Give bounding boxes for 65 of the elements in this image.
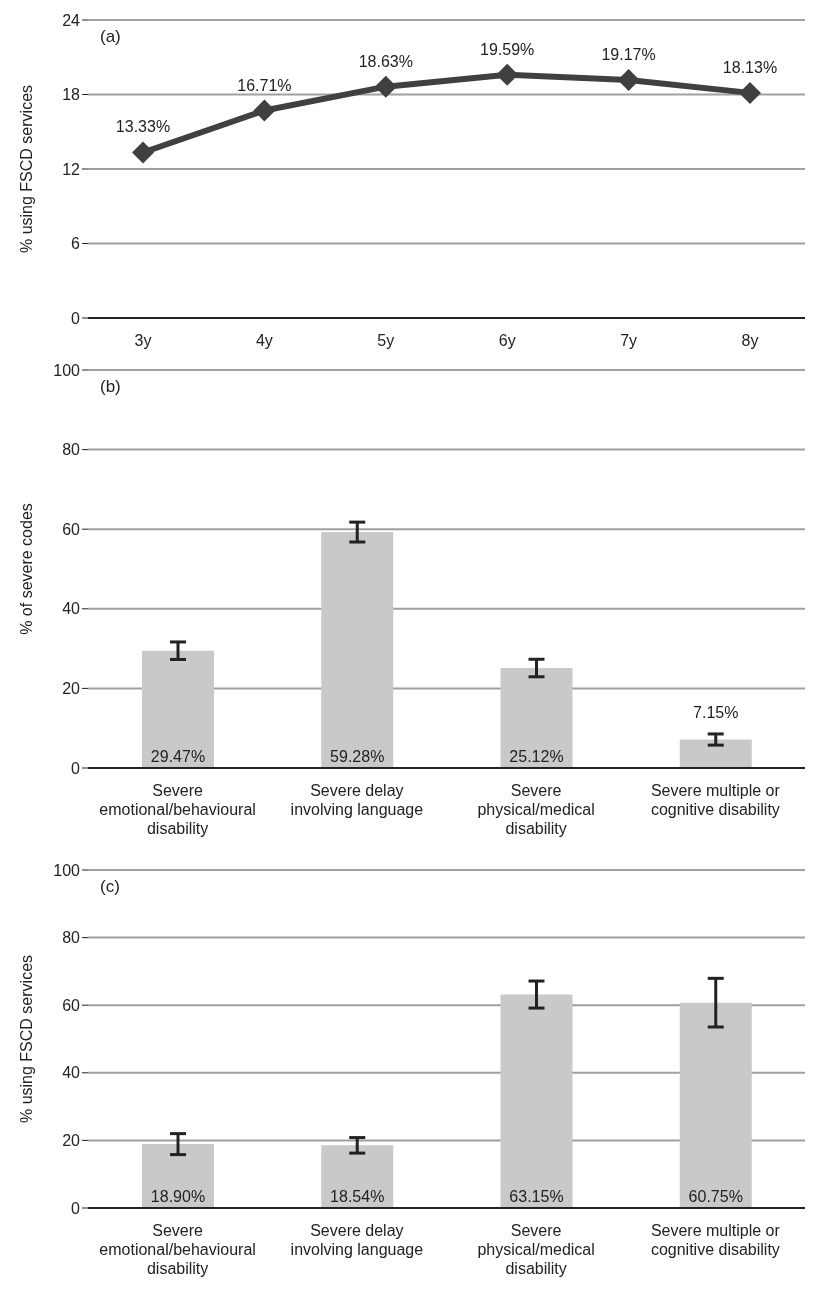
- y-axis-title: % using FSCD services: [17, 84, 35, 254]
- data-label: 18.90%: [150, 1188, 206, 1205]
- bar: [321, 1145, 394, 1208]
- data-label: 16.71%: [237, 76, 292, 94]
- bar: [679, 1002, 752, 1208]
- y-tick-label: 20: [62, 680, 81, 698]
- y-tick-label: 0: [71, 759, 81, 777]
- point: [253, 99, 276, 122]
- y-tick-label: 100: [53, 861, 81, 879]
- point: [132, 141, 154, 164]
- data-label: 13.33%: [115, 118, 171, 136]
- bar: [500, 994, 573, 1208]
- x-tick-label: 3y: [134, 332, 152, 349]
- y-tick-label: 24: [62, 11, 81, 29]
- y-tick-label: 60: [62, 520, 81, 538]
- y-tick-label: 12: [62, 160, 81, 178]
- x-tick-label: Severe physical/medical disability: [477, 1222, 595, 1277]
- x-tick-label: Severe delay involving language: [290, 782, 424, 818]
- annotation: (b): [100, 377, 121, 396]
- data-label: 18.54%: [330, 1188, 385, 1205]
- y-tick-label: 6: [71, 235, 81, 253]
- data-label: 25.12%: [509, 748, 564, 765]
- y-tick-label: 40: [62, 1064, 81, 1082]
- y-tick-label: 80: [62, 441, 81, 459]
- x-tick-label: Severe physical/medical disability: [477, 782, 595, 837]
- data-label: 18.63%: [358, 52, 413, 70]
- y-tick-label: 60: [62, 996, 81, 1014]
- annotation: (a): [100, 27, 121, 46]
- data-label: 19.59%: [480, 40, 535, 58]
- y-tick-label: 18: [62, 86, 81, 104]
- bar: [142, 650, 214, 768]
- annotation: (c): [100, 877, 120, 896]
- y-tick-label: 40: [62, 600, 81, 618]
- x-tick-label: 7y: [620, 332, 638, 349]
- y-tick-label: 0: [71, 1199, 81, 1217]
- y-tick-label: 0: [71, 309, 81, 327]
- x-tick-label: 6y: [498, 332, 516, 349]
- y-tick-label: 100: [53, 361, 81, 379]
- data-label: 60.75%: [688, 1188, 743, 1205]
- point: [374, 75, 397, 98]
- x-tick-label: 5y: [377, 332, 395, 349]
- x-tick-label: Severe delay involving language: [290, 1222, 424, 1258]
- y-tick-label: 20: [62, 1132, 81, 1150]
- y-tick-label: 80: [62, 929, 81, 947]
- x-tick-label: 8y: [741, 332, 759, 349]
- bar: [321, 532, 394, 768]
- bar: [679, 739, 752, 768]
- x-tick-label: 4y: [255, 332, 273, 349]
- data-label: 7.15%: [693, 703, 739, 721]
- data-label: 18.13%: [722, 58, 778, 76]
- x-tick-label: Severe multiple or cognitive disability: [650, 1222, 781, 1258]
- data-label: 29.47%: [150, 748, 206, 765]
- bar: [142, 1144, 214, 1208]
- data-label: 19.17%: [601, 45, 656, 63]
- y-axis-title: % of severe codes: [17, 503, 35, 635]
- data-label: 63.15%: [509, 1188, 564, 1205]
- bar: [500, 668, 573, 768]
- data-label: 59.28%: [330, 748, 385, 765]
- x-tick-label: Severe emotional/behavioural disability: [99, 1222, 256, 1277]
- point: [496, 63, 519, 86]
- point: [617, 68, 640, 91]
- y-axis-title: % using FSCD services: [17, 954, 35, 1124]
- point: [739, 81, 761, 104]
- x-tick-label: Severe multiple or cognitive disability: [650, 782, 781, 818]
- x-tick-label: Severe emotional/behavioural disability: [99, 782, 256, 837]
